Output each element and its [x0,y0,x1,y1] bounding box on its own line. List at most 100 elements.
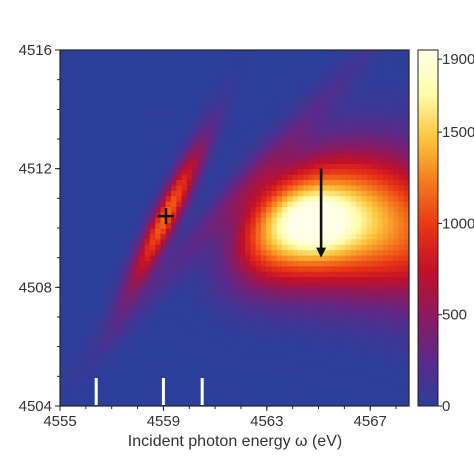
heatmap-cell [393,206,400,213]
heatmap-cell [165,184,172,191]
heatmap-cell [361,55,368,62]
heatmap-cell [192,346,199,353]
heatmap-cell [398,303,405,310]
heatmap-cell [340,308,347,315]
heatmap-cell [350,206,357,213]
heatmap-cell [255,341,262,348]
heatmap-cell [139,335,146,342]
heatmap-cell [223,281,230,288]
heatmap-cell [382,93,389,100]
heatmap-cell [303,276,310,283]
heatmap-cell [213,341,220,348]
heatmap-cell [255,66,262,73]
heatmap-cell [239,87,246,94]
heatmap-cell [313,373,320,380]
heatmap-cell [176,130,183,137]
heatmap-cell [176,184,183,191]
heatmap-cell [91,98,98,105]
heatmap-cell [324,125,331,132]
heatmap-cell [387,271,394,278]
heatmap-cell [149,287,156,294]
heatmap-cell [366,98,373,105]
heatmap-cell [324,254,331,261]
heatmap-cell [308,152,315,159]
heatmap-cell [229,341,236,348]
heatmap-cell [91,357,98,364]
heatmap-cell [208,379,214,386]
heatmap-cell [382,314,389,321]
heatmap-cell [324,346,331,353]
heatmap-cell [60,82,66,89]
heatmap-cell [186,152,193,159]
heatmap-cell [292,341,299,348]
heatmap-cell [276,217,283,224]
heatmap-cell [287,152,294,159]
heatmap-cell [229,217,236,224]
heatmap-cell [223,130,230,137]
heatmap-cell [403,352,409,359]
heatmap-cell [181,217,188,224]
heatmap-cell [149,314,156,321]
heatmap-cell [382,228,389,234]
heatmap-cell [107,373,114,380]
heatmap-cell [149,395,156,402]
heatmap-cell [91,298,98,305]
heatmap-cell [276,271,283,278]
heatmap-cell [329,103,336,110]
heatmap-cell [334,389,341,396]
heatmap-cell [345,76,352,83]
heatmap-cell [202,87,209,94]
colorbar-tick-label: 1000 [442,215,474,232]
heatmap-cell [313,87,320,94]
heatmap-cell [382,379,389,386]
heatmap-cell [393,60,400,67]
heatmap-cell [97,82,103,89]
heatmap-cell [197,201,204,208]
heatmap-cell [324,179,331,186]
heatmap-cell [155,206,162,213]
heatmap-cell [65,254,72,261]
heatmap-cell [181,66,188,73]
heatmap-cell [245,244,251,251]
heatmap-cell [334,368,341,375]
heatmap-cell [208,206,214,213]
heatmap-cell [144,195,151,202]
heatmap-cell [308,125,315,132]
heatmap-cell [86,357,93,364]
heatmap-cell [139,130,146,137]
heatmap-cell [382,335,389,342]
heatmap-cell [334,271,341,278]
heatmap-cell [334,357,341,364]
heatmap-cell [403,152,409,159]
heatmap-cell [361,352,368,359]
heatmap-cell [361,201,368,208]
heatmap-cell [91,222,98,229]
heatmap-cell [356,287,363,294]
heatmap-cell [149,335,156,342]
heatmap-cell [160,352,167,359]
heatmap-cell [250,50,257,56]
heatmap-cell [160,206,167,213]
heatmap-cell [218,287,225,294]
heatmap-cell [377,233,384,240]
heatmap-cell [155,195,162,202]
heatmap-cell [313,190,320,197]
heatmap-cell [75,254,82,261]
heatmap-cell [102,271,109,278]
heatmap-cell [308,395,315,402]
heatmap-cell [186,87,193,94]
heatmap-cell [144,271,151,278]
heatmap-cell [65,281,72,288]
heatmap-cell [112,384,119,391]
heatmap-cell [239,71,246,78]
heatmap-cell [112,400,119,406]
heatmap-cell [160,260,167,267]
heatmap-cell [287,60,294,67]
heatmap-cell [382,319,389,326]
heatmap-cell [340,346,347,353]
heatmap-cell [97,98,103,105]
heatmap-cell [171,325,177,332]
heatmap-cell [282,314,288,321]
heatmap-cell [356,308,363,315]
heatmap-cell [155,379,162,386]
